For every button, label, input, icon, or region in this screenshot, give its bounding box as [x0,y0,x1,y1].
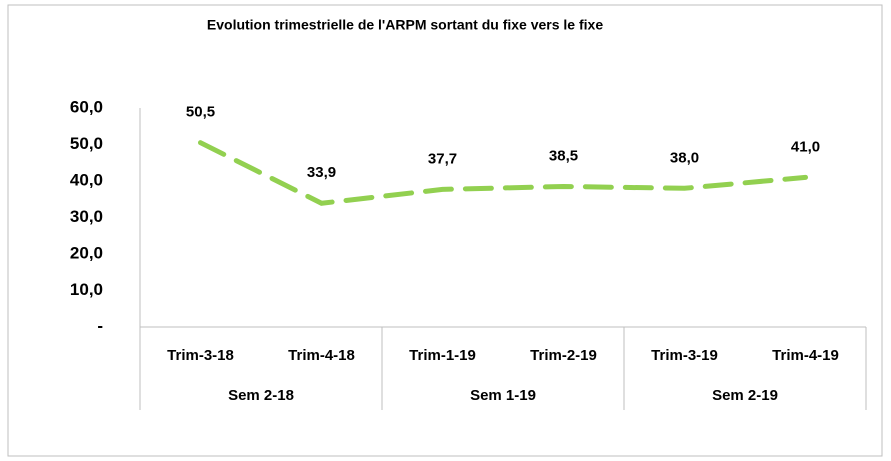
group-label: Sem 2-18 [228,387,294,404]
y-tick-label: 30,0 [70,207,103,226]
y-tick-label: 40,0 [70,170,103,189]
x-tick-label: Trim-4-19 [772,347,839,364]
data-label: 38,5 [549,147,578,164]
group-label: Sem 1-19 [470,387,536,404]
data-label: 38,0 [670,149,699,166]
data-label: 33,9 [307,164,336,181]
data-label: 37,7 [428,150,457,167]
chart-title: Evolution trimestrielle de l'ARPM sortan… [207,17,603,33]
x-tick-label: Trim-3-18 [167,347,234,364]
x-tick-label: Trim-3-19 [651,347,718,364]
y-tick-label: 50,0 [70,134,103,153]
y-tick-label: 60,0 [70,97,103,116]
data-label: 41,0 [791,138,820,155]
y-tick-label: 20,0 [70,243,103,262]
x-tick-label: Trim-1-19 [409,347,476,364]
x-tick-label: Trim-2-19 [530,347,597,364]
data-line [198,140,808,206]
data-label: 50,5 [186,104,215,121]
group-label: Sem 2-19 [712,387,778,404]
y-tick-label: 10,0 [70,280,103,299]
x-tick-label: Trim-4-18 [288,347,355,364]
chart-frame [7,4,883,457]
y-tick-label: - [97,316,103,335]
